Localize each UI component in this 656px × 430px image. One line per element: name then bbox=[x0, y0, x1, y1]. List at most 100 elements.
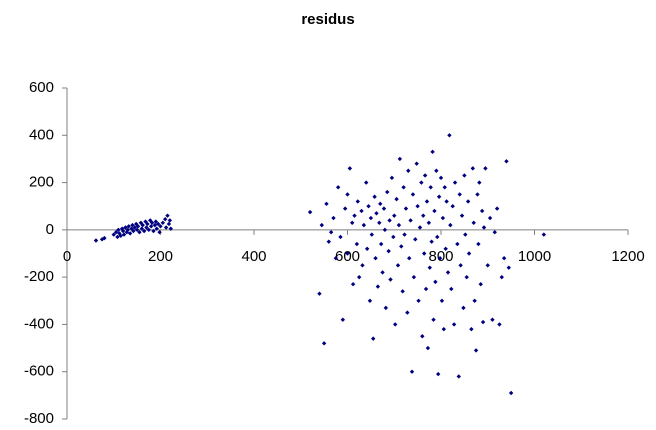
point bbox=[456, 374, 461, 379]
point bbox=[162, 217, 168, 222]
point bbox=[160, 220, 166, 225]
point bbox=[157, 230, 162, 235]
point bbox=[452, 180, 458, 185]
point bbox=[154, 226, 159, 231]
point bbox=[438, 175, 444, 181]
point bbox=[168, 226, 173, 231]
point bbox=[504, 159, 509, 164]
point bbox=[324, 201, 329, 207]
point bbox=[131, 228, 136, 234]
x-tick-label: 600 bbox=[335, 248, 360, 265]
point bbox=[429, 239, 434, 244]
point bbox=[378, 241, 384, 247]
point bbox=[367, 298, 373, 303]
point bbox=[430, 149, 435, 155]
point bbox=[93, 238, 99, 243]
point bbox=[165, 213, 170, 218]
point bbox=[424, 199, 430, 204]
point bbox=[317, 291, 322, 296]
point bbox=[374, 211, 379, 216]
point bbox=[134, 227, 140, 233]
point bbox=[508, 390, 514, 396]
point bbox=[481, 225, 487, 230]
point bbox=[394, 196, 399, 202]
point bbox=[458, 263, 463, 268]
point bbox=[338, 234, 343, 240]
point bbox=[450, 204, 455, 209]
point bbox=[340, 317, 346, 322]
point bbox=[396, 222, 402, 228]
point bbox=[118, 233, 123, 238]
point bbox=[434, 168, 439, 173]
point bbox=[167, 218, 173, 223]
point bbox=[120, 228, 126, 234]
point bbox=[464, 274, 469, 280]
point bbox=[425, 345, 431, 351]
point bbox=[440, 215, 446, 221]
point bbox=[506, 265, 511, 270]
point bbox=[402, 232, 407, 237]
point bbox=[457, 192, 462, 197]
point bbox=[399, 244, 404, 249]
point bbox=[436, 194, 442, 199]
x-tick-label: 200 bbox=[148, 248, 173, 265]
point bbox=[148, 224, 154, 229]
point bbox=[416, 298, 421, 303]
point bbox=[349, 220, 355, 225]
point bbox=[345, 251, 350, 256]
point bbox=[444, 199, 449, 204]
x-tick-label: 1000 bbox=[518, 248, 551, 265]
point bbox=[378, 201, 383, 207]
point bbox=[387, 218, 392, 223]
point bbox=[366, 204, 371, 209]
point bbox=[397, 156, 403, 162]
point bbox=[435, 371, 441, 377]
point bbox=[166, 221, 172, 227]
point bbox=[419, 180, 424, 185]
point bbox=[389, 175, 395, 181]
x-tick-label: 1200 bbox=[611, 248, 644, 265]
point bbox=[146, 227, 152, 233]
point bbox=[432, 208, 437, 214]
point bbox=[490, 317, 495, 322]
point bbox=[141, 228, 147, 234]
point bbox=[422, 173, 428, 178]
point bbox=[135, 224, 141, 229]
point bbox=[469, 326, 474, 332]
point bbox=[333, 256, 339, 261]
point bbox=[383, 305, 389, 311]
point bbox=[102, 235, 107, 241]
point bbox=[364, 180, 369, 185]
point bbox=[413, 237, 418, 242]
point bbox=[152, 222, 158, 228]
point bbox=[321, 341, 327, 346]
point bbox=[497, 322, 502, 327]
point bbox=[479, 208, 485, 214]
point bbox=[480, 319, 486, 325]
point bbox=[445, 270, 451, 275]
y-tick-label: -400 bbox=[24, 315, 54, 332]
point bbox=[449, 286, 454, 292]
point bbox=[411, 274, 417, 280]
point bbox=[359, 208, 364, 214]
y-tick-label: -200 bbox=[24, 268, 54, 285]
point bbox=[437, 256, 443, 261]
point bbox=[115, 234, 120, 240]
point bbox=[326, 239, 331, 244]
point bbox=[431, 317, 436, 322]
point bbox=[475, 192, 480, 197]
point bbox=[420, 334, 425, 339]
point bbox=[407, 256, 412, 261]
point bbox=[345, 192, 350, 197]
point bbox=[151, 228, 156, 234]
point bbox=[364, 246, 370, 251]
point bbox=[319, 222, 324, 228]
point bbox=[116, 227, 121, 233]
point bbox=[369, 232, 375, 237]
y-tick-label: 600 bbox=[29, 79, 54, 96]
point bbox=[381, 206, 387, 211]
point bbox=[459, 213, 465, 218]
point bbox=[421, 213, 426, 218]
point bbox=[163, 225, 169, 230]
point bbox=[144, 225, 149, 230]
